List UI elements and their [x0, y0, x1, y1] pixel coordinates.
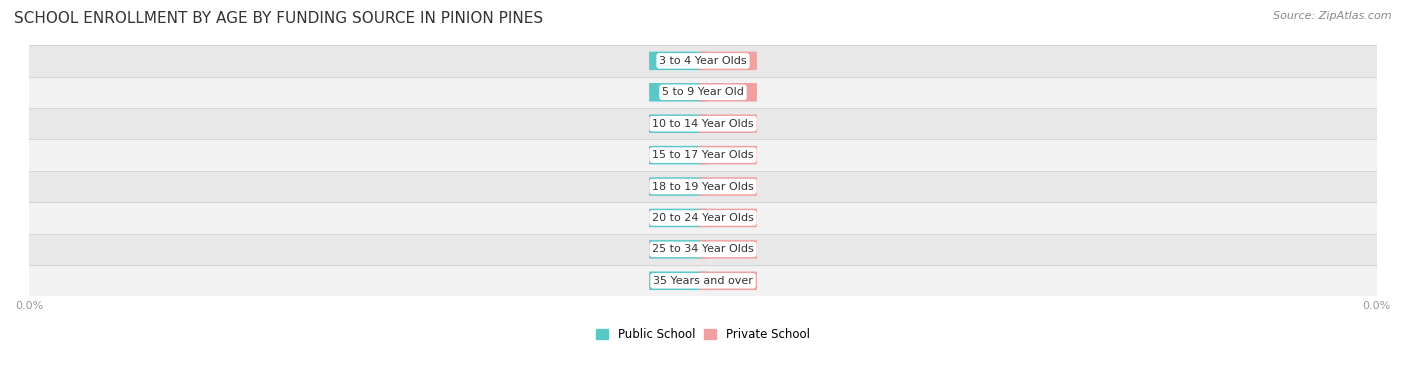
Text: 35 Years and over: 35 Years and over — [652, 276, 754, 286]
Bar — [30, 171, 1376, 202]
Bar — [30, 234, 1376, 265]
FancyBboxPatch shape — [650, 83, 706, 101]
FancyBboxPatch shape — [650, 240, 706, 259]
FancyBboxPatch shape — [650, 177, 706, 196]
Text: 20 to 24 Year Olds: 20 to 24 Year Olds — [652, 213, 754, 223]
FancyBboxPatch shape — [650, 271, 706, 290]
Text: 0.0%: 0.0% — [714, 244, 742, 254]
Text: 0.0%: 0.0% — [664, 213, 692, 223]
FancyBboxPatch shape — [700, 115, 756, 133]
FancyBboxPatch shape — [700, 146, 756, 164]
Bar — [30, 265, 1376, 296]
Text: 0.0%: 0.0% — [664, 87, 692, 97]
FancyBboxPatch shape — [700, 177, 756, 196]
Text: 0.0%: 0.0% — [664, 244, 692, 254]
FancyBboxPatch shape — [700, 240, 756, 259]
Bar — [30, 139, 1376, 171]
Text: 18 to 19 Year Olds: 18 to 19 Year Olds — [652, 182, 754, 192]
Text: 0.0%: 0.0% — [664, 119, 692, 129]
Bar — [30, 202, 1376, 234]
Text: 0.0%: 0.0% — [714, 119, 742, 129]
Text: 0.0%: 0.0% — [714, 276, 742, 286]
Text: 0.0%: 0.0% — [664, 56, 692, 66]
Text: 0.0%: 0.0% — [714, 213, 742, 223]
Legend: Public School, Private School: Public School, Private School — [592, 323, 814, 346]
Text: 25 to 34 Year Olds: 25 to 34 Year Olds — [652, 244, 754, 254]
Text: 3 to 4 Year Olds: 3 to 4 Year Olds — [659, 56, 747, 66]
Bar — [30, 45, 1376, 77]
Text: Source: ZipAtlas.com: Source: ZipAtlas.com — [1274, 11, 1392, 21]
FancyBboxPatch shape — [650, 146, 706, 164]
FancyBboxPatch shape — [700, 52, 756, 70]
FancyBboxPatch shape — [700, 271, 756, 290]
Bar — [30, 108, 1376, 139]
FancyBboxPatch shape — [650, 115, 706, 133]
Text: 0.0%: 0.0% — [714, 150, 742, 160]
Text: 15 to 17 Year Olds: 15 to 17 Year Olds — [652, 150, 754, 160]
Text: 5 to 9 Year Old: 5 to 9 Year Old — [662, 87, 744, 97]
Text: 0.0%: 0.0% — [714, 87, 742, 97]
Text: 0.0%: 0.0% — [664, 276, 692, 286]
Text: 10 to 14 Year Olds: 10 to 14 Year Olds — [652, 119, 754, 129]
Bar — [30, 77, 1376, 108]
FancyBboxPatch shape — [650, 52, 706, 70]
Text: 0.0%: 0.0% — [664, 150, 692, 160]
FancyBboxPatch shape — [700, 83, 756, 101]
FancyBboxPatch shape — [700, 209, 756, 227]
Text: 0.0%: 0.0% — [714, 182, 742, 192]
FancyBboxPatch shape — [650, 209, 706, 227]
Text: SCHOOL ENROLLMENT BY AGE BY FUNDING SOURCE IN PINION PINES: SCHOOL ENROLLMENT BY AGE BY FUNDING SOUR… — [14, 11, 543, 26]
Text: 0.0%: 0.0% — [714, 56, 742, 66]
Text: 0.0%: 0.0% — [664, 182, 692, 192]
